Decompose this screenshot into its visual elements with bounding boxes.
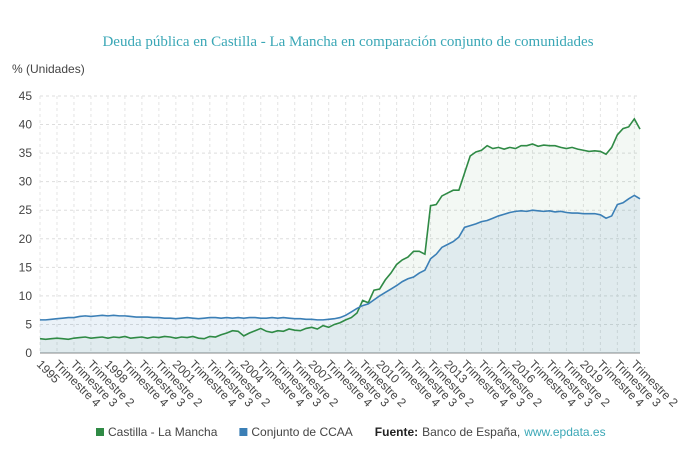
y-tick-label: 25: [19, 203, 33, 217]
chart-title: Deuda pública en Castilla - La Mancha en…: [102, 34, 593, 50]
source-link[interactable]: www.epdata.es: [523, 425, 605, 439]
legend-label: Castilla - La Mancha: [108, 425, 218, 439]
y-tick-label: 20: [19, 232, 33, 246]
y-tick-label: 5: [25, 317, 32, 331]
legend-swatch: [96, 428, 104, 436]
area: [40, 118, 640, 353]
series-line: [40, 194, 641, 321]
y-tick-label: 35: [19, 146, 33, 160]
series-line: [39, 117, 641, 341]
y-tick-label: 15: [19, 260, 33, 274]
legend-label: Conjunto de CCAA: [251, 425, 352, 439]
y-tick-label: 40: [19, 118, 33, 132]
area: [40, 195, 640, 353]
y-tick-label: 10: [19, 289, 33, 303]
y-axis-label: % (Unidades): [12, 62, 85, 76]
source-label: Fuente:: [375, 425, 418, 439]
legend-swatch: [239, 428, 248, 436]
y-tick-label: 30: [19, 175, 33, 189]
y-tick-label: 0: [25, 346, 32, 360]
y-tick-label: 45: [19, 89, 33, 103]
source-text: Banco de España,: [422, 425, 520, 439]
